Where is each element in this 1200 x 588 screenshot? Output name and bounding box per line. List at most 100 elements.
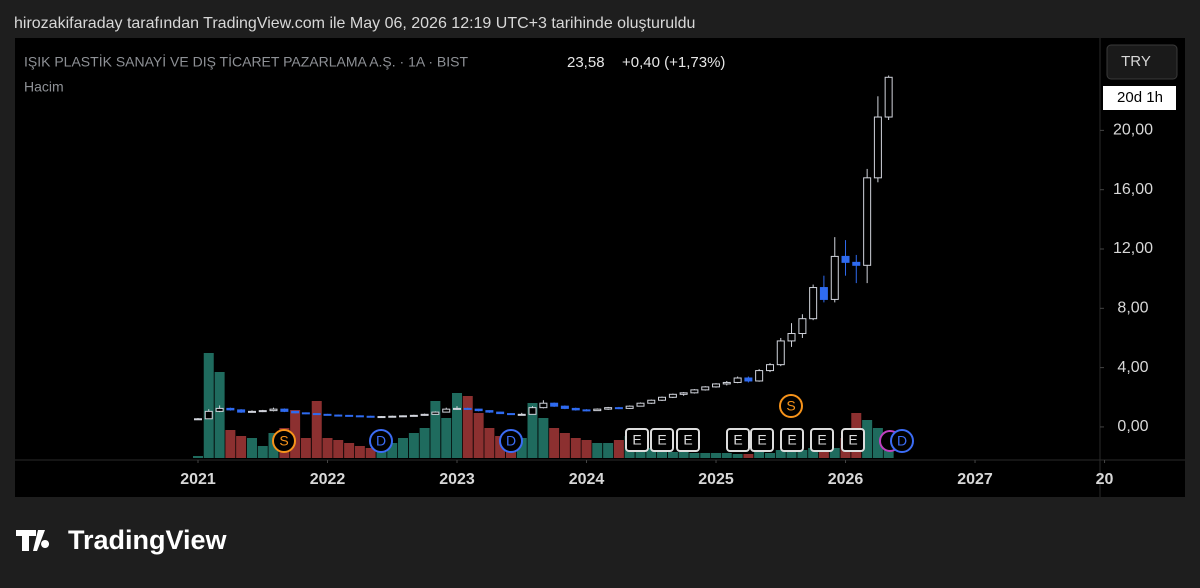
candle-body: [809, 287, 818, 320]
volume-bar: [430, 401, 441, 458]
volume-bar: [344, 443, 355, 458]
event-label: E: [848, 432, 857, 448]
candle-body: [679, 392, 688, 395]
candle-body: [755, 370, 764, 382]
volume-bar: [786, 448, 797, 458]
candle-body: [507, 413, 516, 416]
candle-body: [873, 116, 882, 179]
candle-body: [485, 410, 494, 413]
event-label: D: [376, 433, 386, 449]
candle-body: [377, 416, 386, 419]
countdown-box: [1103, 86, 1176, 110]
event-label: D: [506, 433, 516, 449]
candle-body: [280, 408, 289, 412]
volume-bar: [354, 446, 365, 458]
volume-bar: [290, 410, 301, 458]
volume-bar: [203, 353, 214, 458]
candle-body: [323, 413, 332, 416]
volume-bar: [397, 438, 408, 458]
event-marker: [625, 428, 649, 452]
candle-body: [420, 413, 429, 416]
candle-body: [863, 177, 872, 266]
currency-button[interactable]: [1106, 44, 1178, 80]
x-tick-label: 2022: [310, 471, 346, 488]
candle-body: [625, 405, 634, 409]
volume-bar: [765, 453, 776, 458]
event-marker: [369, 429, 393, 453]
candle-body: [841, 255, 850, 263]
symbol-title: IŞIK PLASTİK SANAYİ VE DIŞ TİCARET PAZAR…: [24, 53, 468, 70]
volume-bar: [441, 418, 452, 458]
candle-body: [712, 383, 721, 388]
y-tick-label: 20,00: [1113, 122, 1153, 139]
volume-bar: [613, 440, 624, 458]
event-marker: [810, 428, 834, 452]
candle-body: [345, 414, 354, 417]
candle-body: [442, 408, 451, 413]
candle-body: [431, 411, 440, 415]
candle-body: [852, 261, 861, 266]
volume-bar: [732, 454, 743, 458]
price-change: +0,40 (+1,73%): [622, 54, 725, 71]
x-tick-label: 2021: [180, 471, 216, 488]
candle-body: [819, 287, 828, 300]
candle-body: [258, 410, 267, 413]
candle-body: [647, 399, 656, 404]
volume-bar: [527, 403, 538, 458]
volume-bar: [311, 401, 322, 458]
event-label: E: [683, 432, 692, 448]
event-label: E: [657, 432, 666, 448]
event-label: E: [733, 432, 742, 448]
y-tick-label: 0,00: [1117, 418, 1148, 435]
volume-bar: [387, 443, 398, 458]
volume-bar: [236, 436, 247, 458]
event-label: E: [632, 432, 641, 448]
candle-body: [884, 76, 893, 118]
candle-body: [474, 408, 483, 412]
volume-bar: [646, 448, 657, 458]
volume-bar: [214, 372, 225, 458]
candle-body: [496, 411, 505, 415]
event-marker: [272, 429, 296, 453]
volume-bar: [711, 453, 722, 458]
logo-text: TradingView: [68, 525, 228, 555]
candle-body: [247, 410, 256, 413]
volume-bar: [300, 438, 311, 458]
volume-bar: [516, 438, 527, 458]
volume-bar: [592, 443, 603, 458]
candle-body: [776, 340, 785, 366]
volume-bar: [689, 453, 700, 458]
y-tick-label: 8,00: [1117, 300, 1148, 317]
volume-bar: [484, 428, 495, 458]
volume-bar: [462, 396, 473, 458]
candle-body: [798, 318, 807, 335]
candle-body: [398, 415, 407, 418]
x-tick-label: 2023: [439, 471, 475, 488]
candle-body: [722, 381, 731, 385]
volume-bar: [473, 413, 484, 458]
event-label: E: [757, 432, 766, 448]
candle-body: [560, 405, 569, 409]
x-tick-label: 2024: [569, 471, 605, 488]
x-tick-label: 20: [1096, 471, 1114, 488]
candle-body: [269, 408, 278, 412]
candle-body: [582, 409, 591, 412]
candle-body: [388, 415, 397, 418]
volume-bar: [559, 433, 570, 458]
plot: S D D E E E E ESE E E D: [192, 75, 914, 458]
countdown: 20d 1h: [1117, 89, 1163, 106]
candle-body: [226, 407, 235, 411]
event-label: S: [279, 433, 288, 449]
event-label: D: [897, 433, 907, 449]
volume-bar: [818, 452, 829, 458]
volume-label: Hacim: [24, 79, 64, 95]
candle-body: [355, 415, 364, 418]
candle-body: [571, 407, 580, 411]
currency: TRY: [1121, 53, 1151, 70]
volume-bar: [581, 440, 592, 458]
volume-bar: [549, 428, 560, 458]
candle-body: [830, 255, 839, 300]
volume-bar: [603, 443, 614, 458]
logo-mark: [16, 530, 50, 551]
